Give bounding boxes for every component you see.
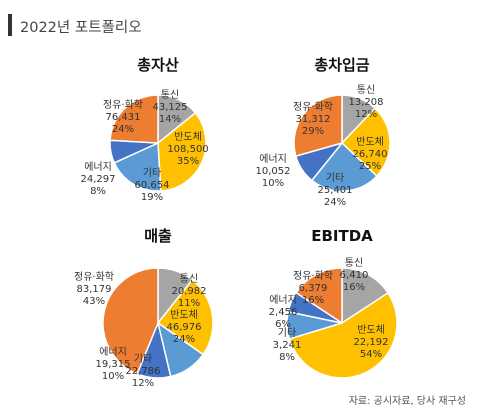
pie-slice-total-assets-semiconductor <box>157 111 207 192</box>
pie-slice-revenue-semiconductor <box>156 278 214 356</box>
source-note: 자료: 공시자료, 당사 재구성 <box>348 396 466 407</box>
pie-slice-revenue-refining-chemical <box>102 267 159 375</box>
data-label-total-assets-other: 기타 60,654 19% <box>135 167 170 203</box>
data-label-total-assets-telecom: 통신 43,125 14% <box>153 89 188 125</box>
pie-slice-total-assets-refining-chemical <box>109 94 159 144</box>
data-label-total-borrowings-telecom: 통신 13,208 12% <box>349 84 384 120</box>
data-label-ebitda-semiconductor: 반도체 22,192 54% <box>354 324 389 360</box>
data-label-total-borrowings-energy: 에너지 10,052 10% <box>256 153 291 189</box>
data-label-total-assets-semiconductor: 반도체 108,500 35% <box>167 131 208 167</box>
pie-slice-total-borrowings-other <box>310 141 378 192</box>
pie-slice-total-borrowings-semiconductor <box>340 107 391 178</box>
data-label-total-assets-refining-chemical: 정유·화학 76,431 24% <box>103 99 143 135</box>
pie-slice-ebitda-telecom <box>341 267 390 325</box>
data-label-revenue-semiconductor: 반도체 46,976 24% <box>167 309 202 345</box>
pie-slice-ebitda-semiconductor <box>288 291 398 379</box>
data-label-ebitda-other: 기타 3,241 8% <box>273 327 302 363</box>
data-label-total-borrowings-refining-chemical: 정유·화학 31,312 29% <box>293 101 333 137</box>
data-label-revenue-other: 기타 22,786 12% <box>126 353 161 389</box>
data-label-revenue-energy: 에너지 19,315 10% <box>96 346 131 382</box>
data-label-ebitda-refining-chemical: 정유·화학 6,379 16% <box>293 270 333 306</box>
data-label-total-borrowings-other: 기타 25,401 24% <box>318 172 353 208</box>
page-title: 2022년 포트폴리오 <box>20 20 142 36</box>
header-accent-bar <box>8 14 12 36</box>
pie-slice-ebitda-refining-chemical <box>295 267 343 325</box>
pie-slice-total-assets-other <box>113 141 162 192</box>
data-label-total-borrowings-semiconductor: 반도체 26,740 25% <box>353 136 388 172</box>
chart-title-total-assets: 총자산 <box>137 56 179 74</box>
pie-slice-total-borrowings-refining-chemical <box>293 94 343 158</box>
chart-title-revenue: 매출 <box>144 227 172 245</box>
pie-chart-ebitda: EBITDA 통신 6,410 16% 반도체 22,192 54% 기타 3,241 8%에너지… <box>269 227 398 379</box>
section-header: 2022년 포트폴리오 <box>8 12 142 38</box>
data-label-ebitda-telecom: 통신 6,410 16% <box>340 257 369 293</box>
chart-title-total-borrowings: 총차입금 <box>314 56 369 74</box>
data-label-revenue-refining-chemical: 정유·화학 83,179 43% <box>74 271 114 307</box>
data-label-ebitda-energy: 에너지 2,456 6% <box>269 294 298 330</box>
chart-title-ebitda: EBITDA <box>311 227 373 245</box>
data-label-total-assets-energy: 에너지 24,297 8% <box>81 161 116 197</box>
data-label-revenue-telecom: 통신 20,982 11% <box>172 273 207 309</box>
